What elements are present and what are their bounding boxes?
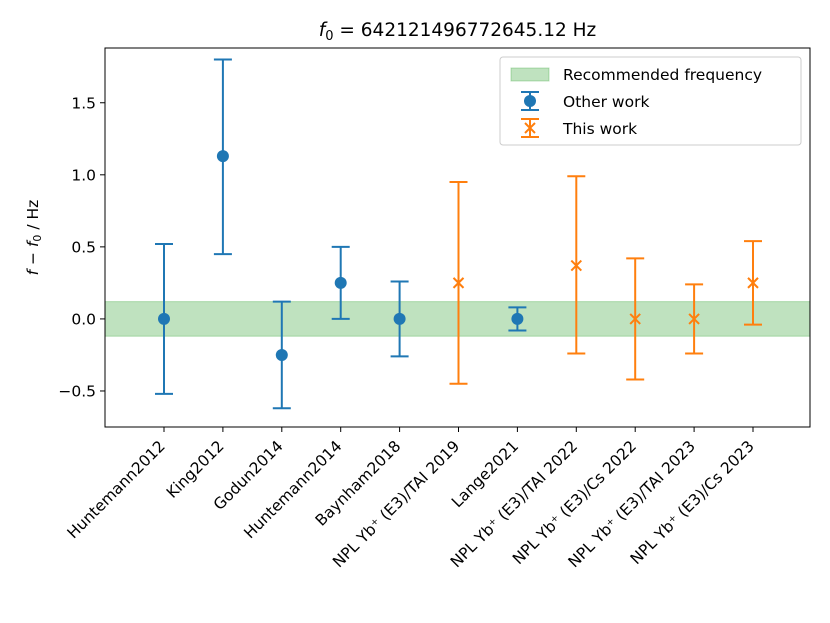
point-marker (158, 312, 170, 325)
chart-title: f0 = 642121496772645.12 Hz (319, 20, 597, 44)
legend: Recommended frequency Other work This work (499, 56, 802, 146)
legend-label: This work (562, 120, 637, 138)
legend-label: Other work (563, 93, 649, 111)
y-tick-label: 1.0 (71, 166, 96, 184)
data-point (508, 306, 527, 332)
x-axis: Huntemann2012King2012Godun2014Huntemann2… (64, 427, 758, 571)
data-point (390, 280, 409, 358)
legend-label: Recommended frequency (563, 66, 762, 84)
data-point (213, 58, 232, 256)
data-point (272, 300, 291, 410)
point-marker (216, 150, 229, 163)
data-point (449, 181, 468, 385)
legend-box (499, 56, 802, 146)
y-axis-title: f − f0 / Hz (24, 200, 44, 276)
point-marker (511, 312, 524, 325)
legend-this-marker (524, 122, 536, 134)
data-point (626, 257, 645, 381)
data-point (685, 283, 704, 355)
title-symbol: f (319, 20, 328, 41)
data-point (331, 245, 350, 320)
point-marker (747, 277, 759, 289)
y-axis-title-subscript: 0 (31, 235, 44, 242)
y-axis-title-unit: / Hz (24, 200, 42, 235)
point-marker (688, 313, 700, 325)
point-marker (570, 259, 583, 272)
y-tick-label: −0.5 (58, 382, 96, 400)
x-tick-label: Huntemann2014 (240, 437, 345, 542)
y-axis-title-symbol: f − f (24, 239, 42, 275)
legend-other-marker (524, 95, 536, 107)
y-tick-label: 0.5 (71, 238, 96, 256)
data-point (155, 242, 173, 395)
y-tick-label: 0.0 (71, 310, 96, 328)
y-axis: −0.5 0.0 0.5 1.0 1.5 (58, 94, 105, 400)
y-tick-label: 1.5 (71, 94, 96, 112)
point-marker (629, 313, 641, 325)
point-marker (452, 277, 465, 289)
legend-band-swatch (510, 67, 550, 82)
point-marker (393, 312, 406, 325)
title-subscript: 0 (325, 29, 333, 44)
point-marker (334, 276, 347, 289)
data-point (567, 175, 586, 355)
data-marks (155, 58, 762, 410)
x-tick-label: Huntemann2012 (64, 437, 169, 542)
data-point (744, 240, 762, 326)
x-tick-label: NPL Yb⁺ (E3)/Cs 2023 (627, 437, 758, 568)
axes-frame (104, 47, 811, 428)
title-value: = 642121496772645.12 Hz (334, 20, 597, 41)
point-marker (275, 348, 288, 361)
